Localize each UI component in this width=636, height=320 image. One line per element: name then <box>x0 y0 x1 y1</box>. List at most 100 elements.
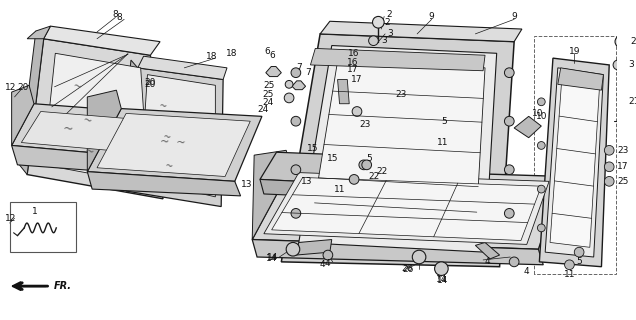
Text: 9: 9 <box>511 12 517 21</box>
Text: 26: 26 <box>403 265 414 274</box>
Text: 16: 16 <box>347 59 359 68</box>
Text: 25: 25 <box>262 90 273 99</box>
Circle shape <box>504 209 514 218</box>
Circle shape <box>504 68 514 77</box>
Polygon shape <box>126 68 223 207</box>
Text: 2: 2 <box>384 18 390 27</box>
Circle shape <box>285 80 293 88</box>
Polygon shape <box>539 58 609 267</box>
Circle shape <box>373 16 384 28</box>
Text: 5: 5 <box>367 154 373 163</box>
Text: ~  ~: ~ ~ <box>160 137 186 148</box>
Text: ~: ~ <box>72 81 83 93</box>
Text: 23: 23 <box>617 146 628 155</box>
Text: 2: 2 <box>630 37 636 46</box>
Text: 23: 23 <box>396 90 407 99</box>
Polygon shape <box>87 172 240 196</box>
Text: 25: 25 <box>617 177 628 186</box>
Polygon shape <box>338 79 349 104</box>
Polygon shape <box>475 243 500 259</box>
Text: 5: 5 <box>576 257 582 266</box>
Circle shape <box>509 257 519 267</box>
Circle shape <box>537 98 545 106</box>
Circle shape <box>362 160 371 170</box>
Circle shape <box>291 165 301 174</box>
Text: 18: 18 <box>205 52 217 61</box>
Polygon shape <box>11 104 136 155</box>
Polygon shape <box>11 146 121 172</box>
Circle shape <box>537 224 545 232</box>
Circle shape <box>359 160 369 170</box>
Polygon shape <box>252 240 543 265</box>
Polygon shape <box>266 67 281 76</box>
Text: 19: 19 <box>569 47 580 56</box>
Circle shape <box>537 141 545 149</box>
Polygon shape <box>87 90 121 172</box>
Circle shape <box>615 36 626 47</box>
Text: 2: 2 <box>386 10 392 19</box>
Polygon shape <box>44 53 148 184</box>
Polygon shape <box>281 34 514 267</box>
Polygon shape <box>97 113 251 177</box>
Text: 24: 24 <box>262 98 273 107</box>
Circle shape <box>537 185 545 193</box>
Circle shape <box>369 36 378 45</box>
Text: 1: 1 <box>32 207 38 216</box>
Circle shape <box>291 68 301 77</box>
Circle shape <box>613 60 623 70</box>
Circle shape <box>504 116 514 126</box>
Polygon shape <box>310 48 485 71</box>
Text: 20: 20 <box>18 83 29 92</box>
Polygon shape <box>44 26 160 55</box>
Text: 13: 13 <box>301 177 312 186</box>
Text: 3: 3 <box>381 36 387 45</box>
Circle shape <box>604 177 614 186</box>
Text: 15: 15 <box>327 154 338 163</box>
Circle shape <box>412 250 426 264</box>
Circle shape <box>291 116 301 126</box>
Text: 17: 17 <box>351 75 363 84</box>
Text: 17: 17 <box>617 162 628 171</box>
Bar <box>10 202 76 252</box>
Polygon shape <box>260 180 419 201</box>
Circle shape <box>291 209 301 218</box>
Polygon shape <box>260 152 427 187</box>
Text: 11: 11 <box>334 185 345 194</box>
Circle shape <box>349 174 359 184</box>
Polygon shape <box>545 68 604 257</box>
Text: 16: 16 <box>349 49 360 58</box>
Text: 22: 22 <box>369 172 380 181</box>
Text: 21: 21 <box>628 97 636 106</box>
Polygon shape <box>22 111 124 150</box>
Text: 20: 20 <box>144 80 156 89</box>
Text: ~: ~ <box>164 161 174 172</box>
Polygon shape <box>514 116 541 138</box>
Text: 8: 8 <box>116 13 122 22</box>
Polygon shape <box>299 45 497 252</box>
Text: 7: 7 <box>296 63 301 72</box>
Circle shape <box>504 165 514 174</box>
Text: 3: 3 <box>387 29 393 38</box>
Text: 8: 8 <box>113 10 118 19</box>
Text: 7: 7 <box>305 68 312 77</box>
Polygon shape <box>87 108 262 181</box>
Text: 14: 14 <box>266 254 277 263</box>
Circle shape <box>286 243 300 256</box>
Text: 9: 9 <box>429 12 434 21</box>
Text: 11: 11 <box>563 270 575 279</box>
Circle shape <box>604 162 614 172</box>
Text: 15: 15 <box>307 144 318 153</box>
Circle shape <box>565 260 574 270</box>
Text: 4: 4 <box>485 257 490 266</box>
Text: 22: 22 <box>377 167 388 176</box>
Polygon shape <box>141 75 216 197</box>
Text: 12: 12 <box>5 214 17 223</box>
Polygon shape <box>264 172 549 244</box>
Polygon shape <box>27 26 50 39</box>
Polygon shape <box>138 56 227 79</box>
Text: 10: 10 <box>532 109 543 118</box>
Text: FR.: FR. <box>53 281 71 291</box>
Text: ~: ~ <box>158 101 168 112</box>
Polygon shape <box>252 150 291 240</box>
Polygon shape <box>11 85 34 146</box>
